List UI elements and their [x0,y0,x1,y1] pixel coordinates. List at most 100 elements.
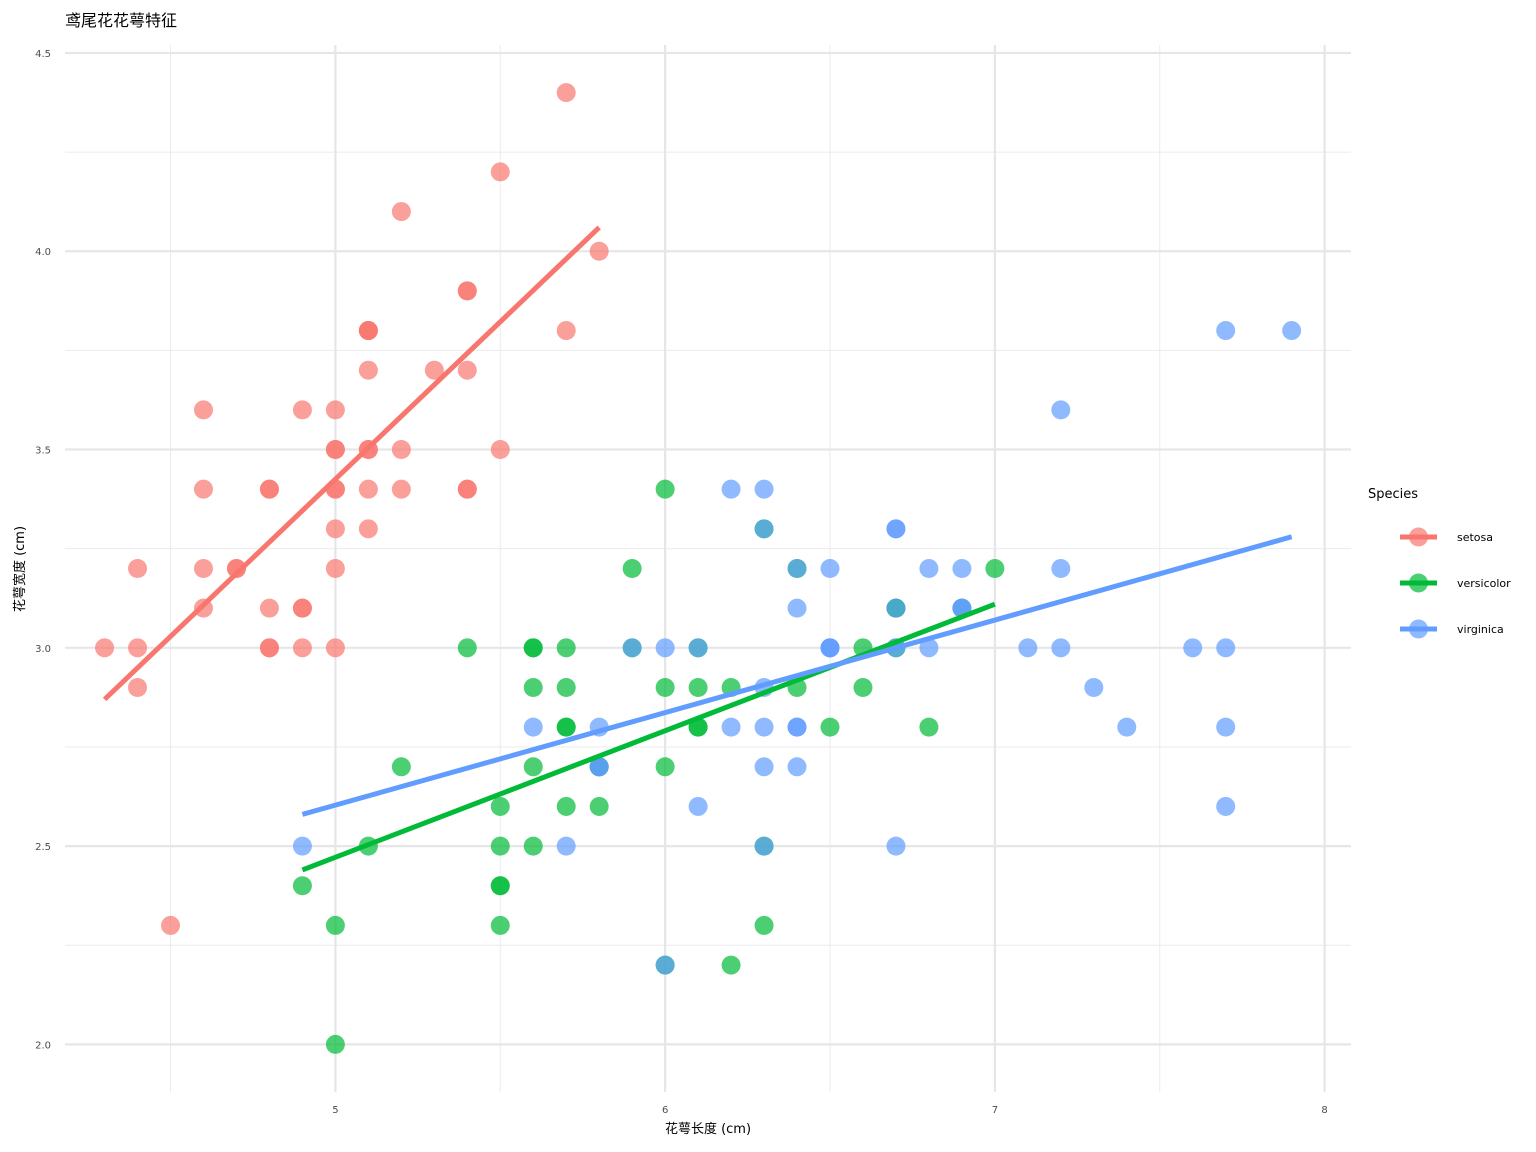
data-point-setosa [325,440,345,460]
legend-key-point-virginica [1409,619,1428,639]
data-point-virginica [754,836,774,856]
data-point-virginica [1051,559,1071,578]
data-point-virginica [886,598,906,618]
data-point-setosa [391,202,411,222]
data-point-versicolor [391,757,411,777]
data-point-virginica [754,519,774,539]
y-tick-label: 2.5 [35,842,51,853]
data-point-virginica [754,757,774,777]
data-point-virginica [721,479,741,499]
fit-line-virginica [301,534,1293,817]
data-point-versicolor [457,638,477,658]
data-point-virginica [886,836,906,856]
data-point-setosa [325,559,345,578]
data-point-virginica [754,717,774,737]
data-point-setosa [161,915,181,935]
data-point-versicolor [490,796,510,816]
data-point-versicolor [523,757,543,777]
y-tick-label: 2.0 [35,1040,51,1051]
data-point-setosa [128,559,148,578]
data-point-virginica [787,717,807,737]
data-point-setosa [325,400,345,420]
x-tick-label: 5 [332,1105,338,1116]
data-point-virginica [919,559,939,578]
legend-label-setosa: setosa [1457,531,1493,544]
legend-label-versicolor: versicolor [1457,577,1511,590]
data-point-virginica [787,559,807,578]
data-point-virginica [589,757,609,777]
data-point-setosa [128,638,148,658]
data-point-setosa [391,479,411,499]
data-point-virginica [1183,638,1203,658]
x-tick-label: 7 [992,1105,998,1116]
data-point-setosa [358,479,378,499]
data-point-virginica [1216,638,1236,658]
data-point-virginica [754,479,774,499]
data-point-versicolor [523,677,543,697]
data-point-versicolor [688,677,708,697]
data-point-versicolor [754,915,774,935]
data-point-versicolor [490,836,510,856]
axis-ticks: 5 6 7 8 2.0 2.5 3.0 3.5 4.0 4.5 [35,49,1328,1116]
data-point-virginica [556,836,576,856]
data-point-setosa [193,559,213,578]
data-point-versicolor [292,876,312,896]
chart-title: 鸢尾花花萼特征 [65,11,177,30]
regression-lines [102,225,1293,873]
x-tick-label: 8 [1321,1105,1327,1116]
data-point-virginica [1216,717,1236,737]
data-point-setosa [424,360,444,380]
data-point-virginica [787,598,807,618]
data-point-virginica [721,717,741,737]
legend-key-point-setosa [1409,527,1428,547]
data-point-virginica [1051,638,1071,658]
data-point-setosa [292,400,312,420]
data-point-virginica [820,559,840,578]
data-point-virginica [886,519,906,539]
y-tick-label: 3.0 [35,644,51,655]
data-point-setosa [128,677,148,697]
data-point-virginica [688,796,708,816]
data-point-virginica [952,559,972,578]
data-point-virginica [1282,321,1302,341]
data-point-versicolor [325,915,345,935]
data-point-setosa [292,598,312,618]
data-point-versicolor [589,796,609,816]
data-point-versicolor [622,559,642,578]
data-point-setosa [391,440,411,460]
data-point-setosa [259,638,279,658]
data-point-versicolor [655,479,675,499]
data-point-virginica [787,757,807,777]
data-point-virginica [523,717,543,737]
data-point-setosa [490,162,510,182]
data-point-setosa [556,83,576,103]
data-point-virginica [820,638,840,658]
data-point-versicolor [853,677,873,697]
data-point-setosa [490,440,510,460]
data-point-virginica [1051,400,1071,420]
data-point-versicolor [655,677,675,697]
data-point-virginica [1117,717,1137,737]
legend-title: Species [1368,487,1418,502]
data-point-versicolor [919,717,939,737]
data-point-virginica [688,638,708,658]
data-point-setosa [226,559,246,578]
data-point-versicolor [556,638,576,658]
data-point-setosa [556,321,576,341]
data-point-setosa [325,519,345,539]
x-axis-title: 花萼长度 (cm) [665,1121,751,1137]
data-point-virginica [1216,796,1236,816]
data-point-setosa [95,638,115,658]
y-axis-title: 花萼宽度 (cm) [12,526,28,612]
data-point-versicolor [490,915,510,935]
data-points [95,83,1302,1054]
data-point-setosa [358,519,378,539]
legend-key-point-versicolor [1409,573,1428,593]
data-point-versicolor [325,1034,345,1054]
grid-lines [65,45,1351,1092]
data-point-virginica [655,955,675,975]
y-tick-label: 4.0 [35,247,51,258]
data-point-versicolor [655,757,675,777]
data-point-versicolor [721,955,741,975]
